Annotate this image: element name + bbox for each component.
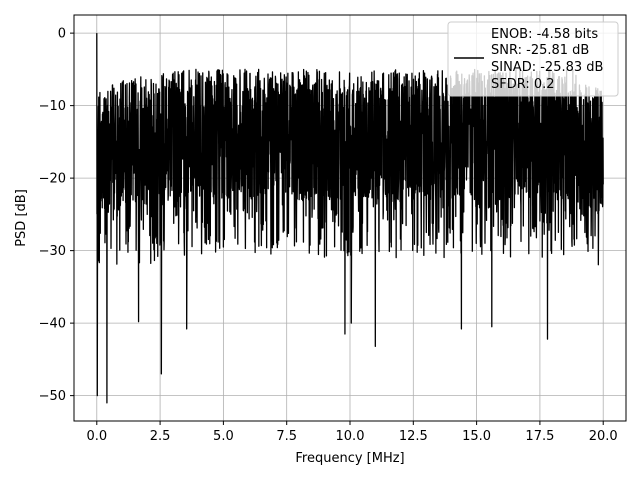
legend-enob: ENOB: -4.58 bits: [491, 27, 598, 42]
x-tick-label: 5.0: [213, 429, 234, 444]
y-tick-label: −30: [39, 244, 66, 259]
y-tick-label: −40: [39, 317, 66, 332]
x-axis-ticks: 0.0 2.5 5.0 7.5 10.0 12.5 15.0 17.5 20.0: [86, 421, 618, 444]
legend-sfdr: SFDR: 0.2: [491, 77, 555, 92]
y-axis-ticks: 0 −10 −20 −30 −40 −50: [39, 27, 74, 404]
y-axis-label: PSD [dB]: [14, 189, 29, 247]
plot-area: [96, 33, 604, 404]
y-tick-label: −20: [39, 172, 66, 187]
legend-box: [447, 21, 619, 97]
x-tick-label: 0.0: [86, 429, 107, 444]
x-axis-label: Frequency [MHz]: [295, 451, 404, 466]
psd-series-line: [96, 33, 604, 404]
x-tick-label: 12.5: [399, 429, 428, 444]
y-tick-label: −50: [39, 389, 66, 404]
y-tick-label: 0: [58, 27, 66, 42]
legend-snr: SNR: -25.81 dB: [491, 43, 589, 58]
legend-sinad: SINAD: -25.83 dB: [491, 60, 603, 75]
legend: ENOB: -4.58 bits SNR: -25.81 dB SINAD: -…: [447, 21, 619, 97]
y-tick-label: −10: [39, 99, 66, 114]
x-tick-label: 17.5: [525, 429, 554, 444]
x-tick-label: 15.0: [462, 429, 491, 444]
x-tick-label: 2.5: [150, 429, 171, 444]
x-tick-label: 20.0: [589, 429, 618, 444]
x-tick-label: 10.0: [336, 429, 365, 444]
x-tick-label: 7.5: [276, 429, 297, 444]
